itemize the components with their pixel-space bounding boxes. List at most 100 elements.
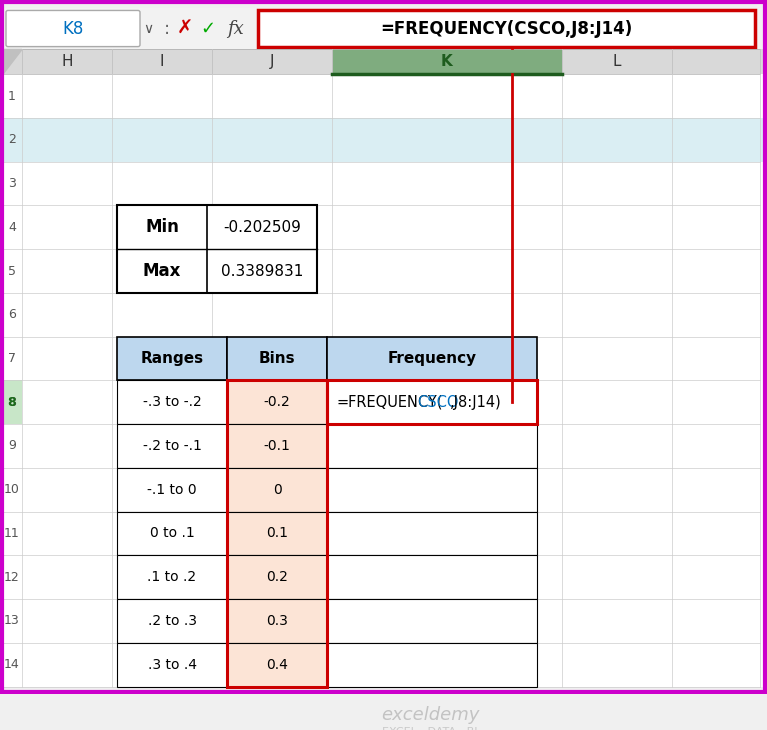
Text: 14: 14 [4, 658, 20, 671]
Text: 6: 6 [8, 308, 16, 321]
Bar [117, 205, 317, 293]
Polygon shape [3, 50, 22, 74]
Text: 0.1: 0.1 [266, 526, 288, 540]
Text: 1: 1 [8, 90, 16, 102]
Text: J: J [270, 54, 275, 69]
Text: 9: 9 [8, 439, 16, 453]
Bar [227, 643, 327, 687]
Text: -0.1: -0.1 [264, 439, 291, 453]
Bar [3, 643, 764, 687]
Text: 0.2: 0.2 [266, 570, 288, 584]
Text: =FREQUENCY(: =FREQUENCY( [337, 395, 443, 410]
Bar [3, 50, 764, 74]
Text: I: I [160, 54, 164, 69]
Text: Ranges: Ranges [140, 351, 203, 366]
Text: Min: Min [145, 218, 179, 237]
Bar [117, 337, 227, 380]
Text: ∨: ∨ [143, 21, 153, 36]
Text: .2 to .3: .2 to .3 [147, 614, 196, 628]
Text: 0 to .1: 0 to .1 [150, 526, 194, 540]
Bar [258, 10, 755, 47]
Bar [117, 512, 227, 556]
Bar [227, 380, 327, 687]
Bar [327, 380, 537, 424]
Bar [3, 118, 764, 161]
Bar [327, 468, 537, 512]
Bar [3, 7, 764, 50]
Bar [3, 293, 764, 337]
Bar [227, 337, 327, 380]
Text: ✓: ✓ [200, 20, 216, 37]
Bar [212, 50, 332, 74]
Text: -.2 to -.1: -.2 to -.1 [143, 439, 202, 453]
Bar [117, 424, 227, 468]
Bar [672, 50, 760, 74]
Bar [3, 205, 764, 249]
Bar [227, 424, 327, 468]
Text: exceldemy: exceldemy [380, 706, 479, 724]
Text: 2: 2 [8, 134, 16, 146]
Bar [3, 380, 22, 424]
Text: CSCO: CSCO [417, 395, 459, 410]
Bar [327, 512, 537, 556]
Text: 0: 0 [272, 483, 281, 496]
Bar [227, 468, 327, 512]
Bar [22, 50, 112, 74]
Text: .3 to .4: .3 to .4 [147, 658, 196, 672]
Bar [112, 50, 212, 74]
Bar [117, 468, 227, 512]
Text: .1 to .2: .1 to .2 [147, 570, 196, 584]
Text: -.1 to 0: -.1 to 0 [147, 483, 197, 496]
Bar [227, 380, 327, 424]
Text: -0.2: -0.2 [264, 395, 291, 410]
Bar [117, 599, 227, 643]
Bar [117, 556, 227, 599]
Bar [327, 556, 537, 599]
Text: 0.4: 0.4 [266, 658, 288, 672]
Bar [327, 424, 537, 468]
Text: 3: 3 [8, 177, 16, 190]
Text: Bins: Bins [258, 351, 295, 366]
Text: 13: 13 [4, 615, 20, 628]
Text: :: : [164, 20, 170, 37]
Text: -0.202509: -0.202509 [223, 220, 301, 235]
Text: =FREQUENCY(CSCO,J8:J14): =FREQUENCY(CSCO,J8:J14) [380, 20, 633, 37]
Text: 5: 5 [8, 264, 16, 277]
Text: Frequency: Frequency [387, 351, 476, 366]
Bar [3, 424, 764, 468]
Text: EXCEL · DATA · BI: EXCEL · DATA · BI [382, 727, 478, 730]
Text: H: H [61, 54, 73, 69]
Text: 10: 10 [4, 483, 20, 496]
FancyBboxPatch shape [6, 10, 140, 47]
Bar [327, 380, 537, 424]
Bar [3, 337, 764, 380]
Bar [3, 249, 764, 293]
Text: K8: K8 [62, 20, 84, 37]
Bar [3, 599, 764, 643]
Bar [327, 599, 537, 643]
Bar [327, 643, 537, 687]
Bar [562, 50, 672, 74]
Text: 12: 12 [4, 571, 20, 584]
Text: 8: 8 [8, 396, 16, 409]
Text: fx: fx [226, 20, 243, 37]
Bar [3, 74, 764, 118]
Text: 4: 4 [8, 220, 16, 234]
Bar [3, 161, 764, 205]
Text: 0.3: 0.3 [266, 614, 288, 628]
Bar [327, 337, 537, 380]
Text: -.3 to -.2: -.3 to -.2 [143, 395, 202, 410]
Bar [227, 599, 327, 643]
Bar [3, 380, 764, 424]
Text: Max: Max [143, 262, 181, 280]
Text: L: L [613, 54, 621, 69]
Bar [227, 556, 327, 599]
Text: 11: 11 [4, 527, 20, 540]
Bar [3, 556, 764, 599]
Text: 7: 7 [8, 352, 16, 365]
Bar [3, 468, 764, 512]
Text: 8: 8 [8, 396, 16, 409]
Bar [3, 512, 764, 556]
Text: K: K [441, 54, 453, 69]
Bar [227, 512, 327, 556]
